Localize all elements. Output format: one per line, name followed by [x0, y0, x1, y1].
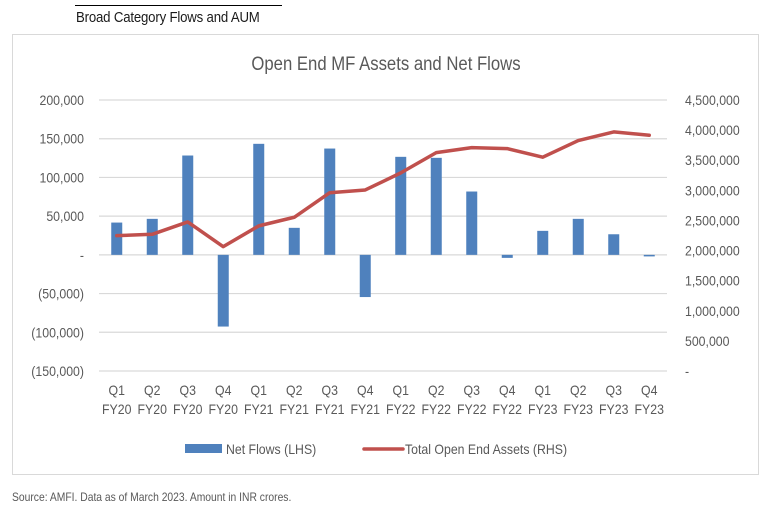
right-tick-label: 2,000,000 — [685, 243, 740, 259]
net-flow-bar — [501, 254, 513, 258]
net-flow-bar — [466, 191, 478, 255]
left-axis-ticks: 200,000 150,000 100,000 50,000 - (50,000) (100… — [31, 92, 84, 379]
legend-swatch-bars — [185, 444, 222, 453]
chart-title: Open End MF Assets and Net Flows — [251, 53, 520, 74]
net-flow-bar — [182, 155, 194, 255]
net-flow-bar — [572, 218, 584, 255]
x-tick-label-year: FY22 — [386, 401, 415, 417]
x-tick-label-year: FY21 — [351, 401, 380, 417]
total-assets-line — [115, 130, 651, 249]
legend-label-total-assets: Total Open End Assets (RHS) — [405, 441, 567, 457]
net-flow-bar — [324, 148, 336, 255]
x-tick-label-quarter: Q1 — [109, 382, 125, 398]
x-tick-label-year: FY20 — [138, 401, 167, 417]
x-tick-label-quarter: Q4 — [499, 382, 515, 398]
x-tick-label-year: FY20 — [209, 401, 238, 417]
net-flow-bar — [146, 218, 158, 255]
section-title: Broad Category Flows and AUM — [76, 9, 260, 26]
x-tick-label-year: FY23 — [564, 401, 593, 417]
x-tick-label-year: FY23 — [528, 401, 557, 417]
net-flow-bar — [608, 234, 620, 255]
x-tick-label-year: FY21 — [315, 401, 344, 417]
x-tick-label-quarter: Q3 — [180, 382, 196, 398]
net-flow-bar — [537, 230, 549, 255]
right-tick-label: 500,000 — [685, 333, 729, 349]
left-tick-label: (100,000) — [31, 325, 84, 341]
gridlines — [99, 99, 667, 372]
left-tick-label: 200,000 — [40, 92, 84, 108]
x-tick-label-year: FY21 — [244, 401, 273, 417]
x-tick-label-quarter: Q3 — [606, 382, 622, 398]
right-tick-label: 1,500,000 — [685, 273, 740, 289]
x-tick-label-quarter: Q2 — [570, 382, 586, 398]
net-flow-bar — [253, 143, 265, 255]
total-assets-line-path — [115, 130, 651, 249]
net-flow-bar — [395, 156, 407, 255]
left-tick-label: (50,000) — [38, 286, 84, 302]
x-tick-label-quarter: Q4 — [641, 382, 657, 398]
x-tick-label-quarter: Q2 — [144, 382, 160, 398]
net-flow-bar — [111, 222, 123, 255]
x-tick-label-quarter: Q4 — [357, 382, 373, 398]
right-tick-label: 3,000,000 — [685, 183, 740, 199]
legend: Net Flows (LHS) Total Open End Assets (RH… — [185, 441, 567, 457]
left-tick-label: (150,000) — [31, 363, 84, 379]
net-flow-bar — [288, 227, 300, 255]
right-axis-ticks: 4,500,000 4,000,000 3,500,000 3,000,000 2,50… — [685, 92, 740, 379]
x-tick-label-quarter: Q1 — [393, 382, 409, 398]
right-tick-label: 4,000,000 — [685, 122, 740, 138]
x-tick-label-year: FY23 — [635, 401, 664, 417]
x-tick-label-year: FY20 — [173, 401, 202, 417]
x-tick-label-quarter: Q1 — [535, 382, 551, 398]
x-tick-label-year: FY22 — [493, 401, 522, 417]
x-tick-label-quarter: Q3 — [322, 382, 338, 398]
left-tick-label: 150,000 — [40, 131, 84, 147]
left-tick-label: - — [80, 247, 84, 263]
x-tick-label-year: FY20 — [102, 401, 131, 417]
left-tick-label: 50,000 — [46, 208, 84, 224]
right-tick-label: 4,500,000 — [685, 92, 740, 108]
net-flow-bar — [359, 254, 371, 298]
right-tick-label: 1,000,000 — [685, 303, 740, 319]
x-tick-label-year: FY21 — [280, 401, 309, 417]
x-tick-label-quarter: Q1 — [251, 382, 267, 398]
x-tick-label-year: FY22 — [422, 401, 451, 417]
right-tick-label: 2,500,000 — [685, 213, 740, 229]
net-flows-bars — [111, 143, 655, 327]
legend-label-net-flows: Net Flows (LHS) — [226, 441, 316, 457]
x-axis-ticks: Q1 FY20 Q2 FY20 Q3 FY20 Q4 FY20 Q1 FY21 Q2 FY21 Q3 FY… — [102, 382, 664, 417]
net-flow-bar — [217, 254, 229, 327]
x-tick-label-year: FY23 — [599, 401, 628, 417]
chart-frame — [12, 34, 759, 475]
x-tick-label-quarter: Q2 — [428, 382, 444, 398]
net-flow-bar — [643, 254, 655, 257]
right-tick-label: - — [685, 363, 689, 379]
source-note: Source: AMFI. Data as of March 2023. Amo… — [12, 490, 292, 504]
x-tick-label-year: FY22 — [457, 401, 486, 417]
x-tick-label-quarter: Q4 — [215, 382, 231, 398]
left-tick-label: 100,000 — [40, 170, 84, 186]
section-rule — [75, 5, 282, 6]
right-tick-label: 3,500,000 — [685, 152, 740, 168]
x-tick-label-quarter: Q2 — [286, 382, 302, 398]
net-flow-bar — [430, 157, 442, 255]
x-tick-label-quarter: Q3 — [464, 382, 480, 398]
